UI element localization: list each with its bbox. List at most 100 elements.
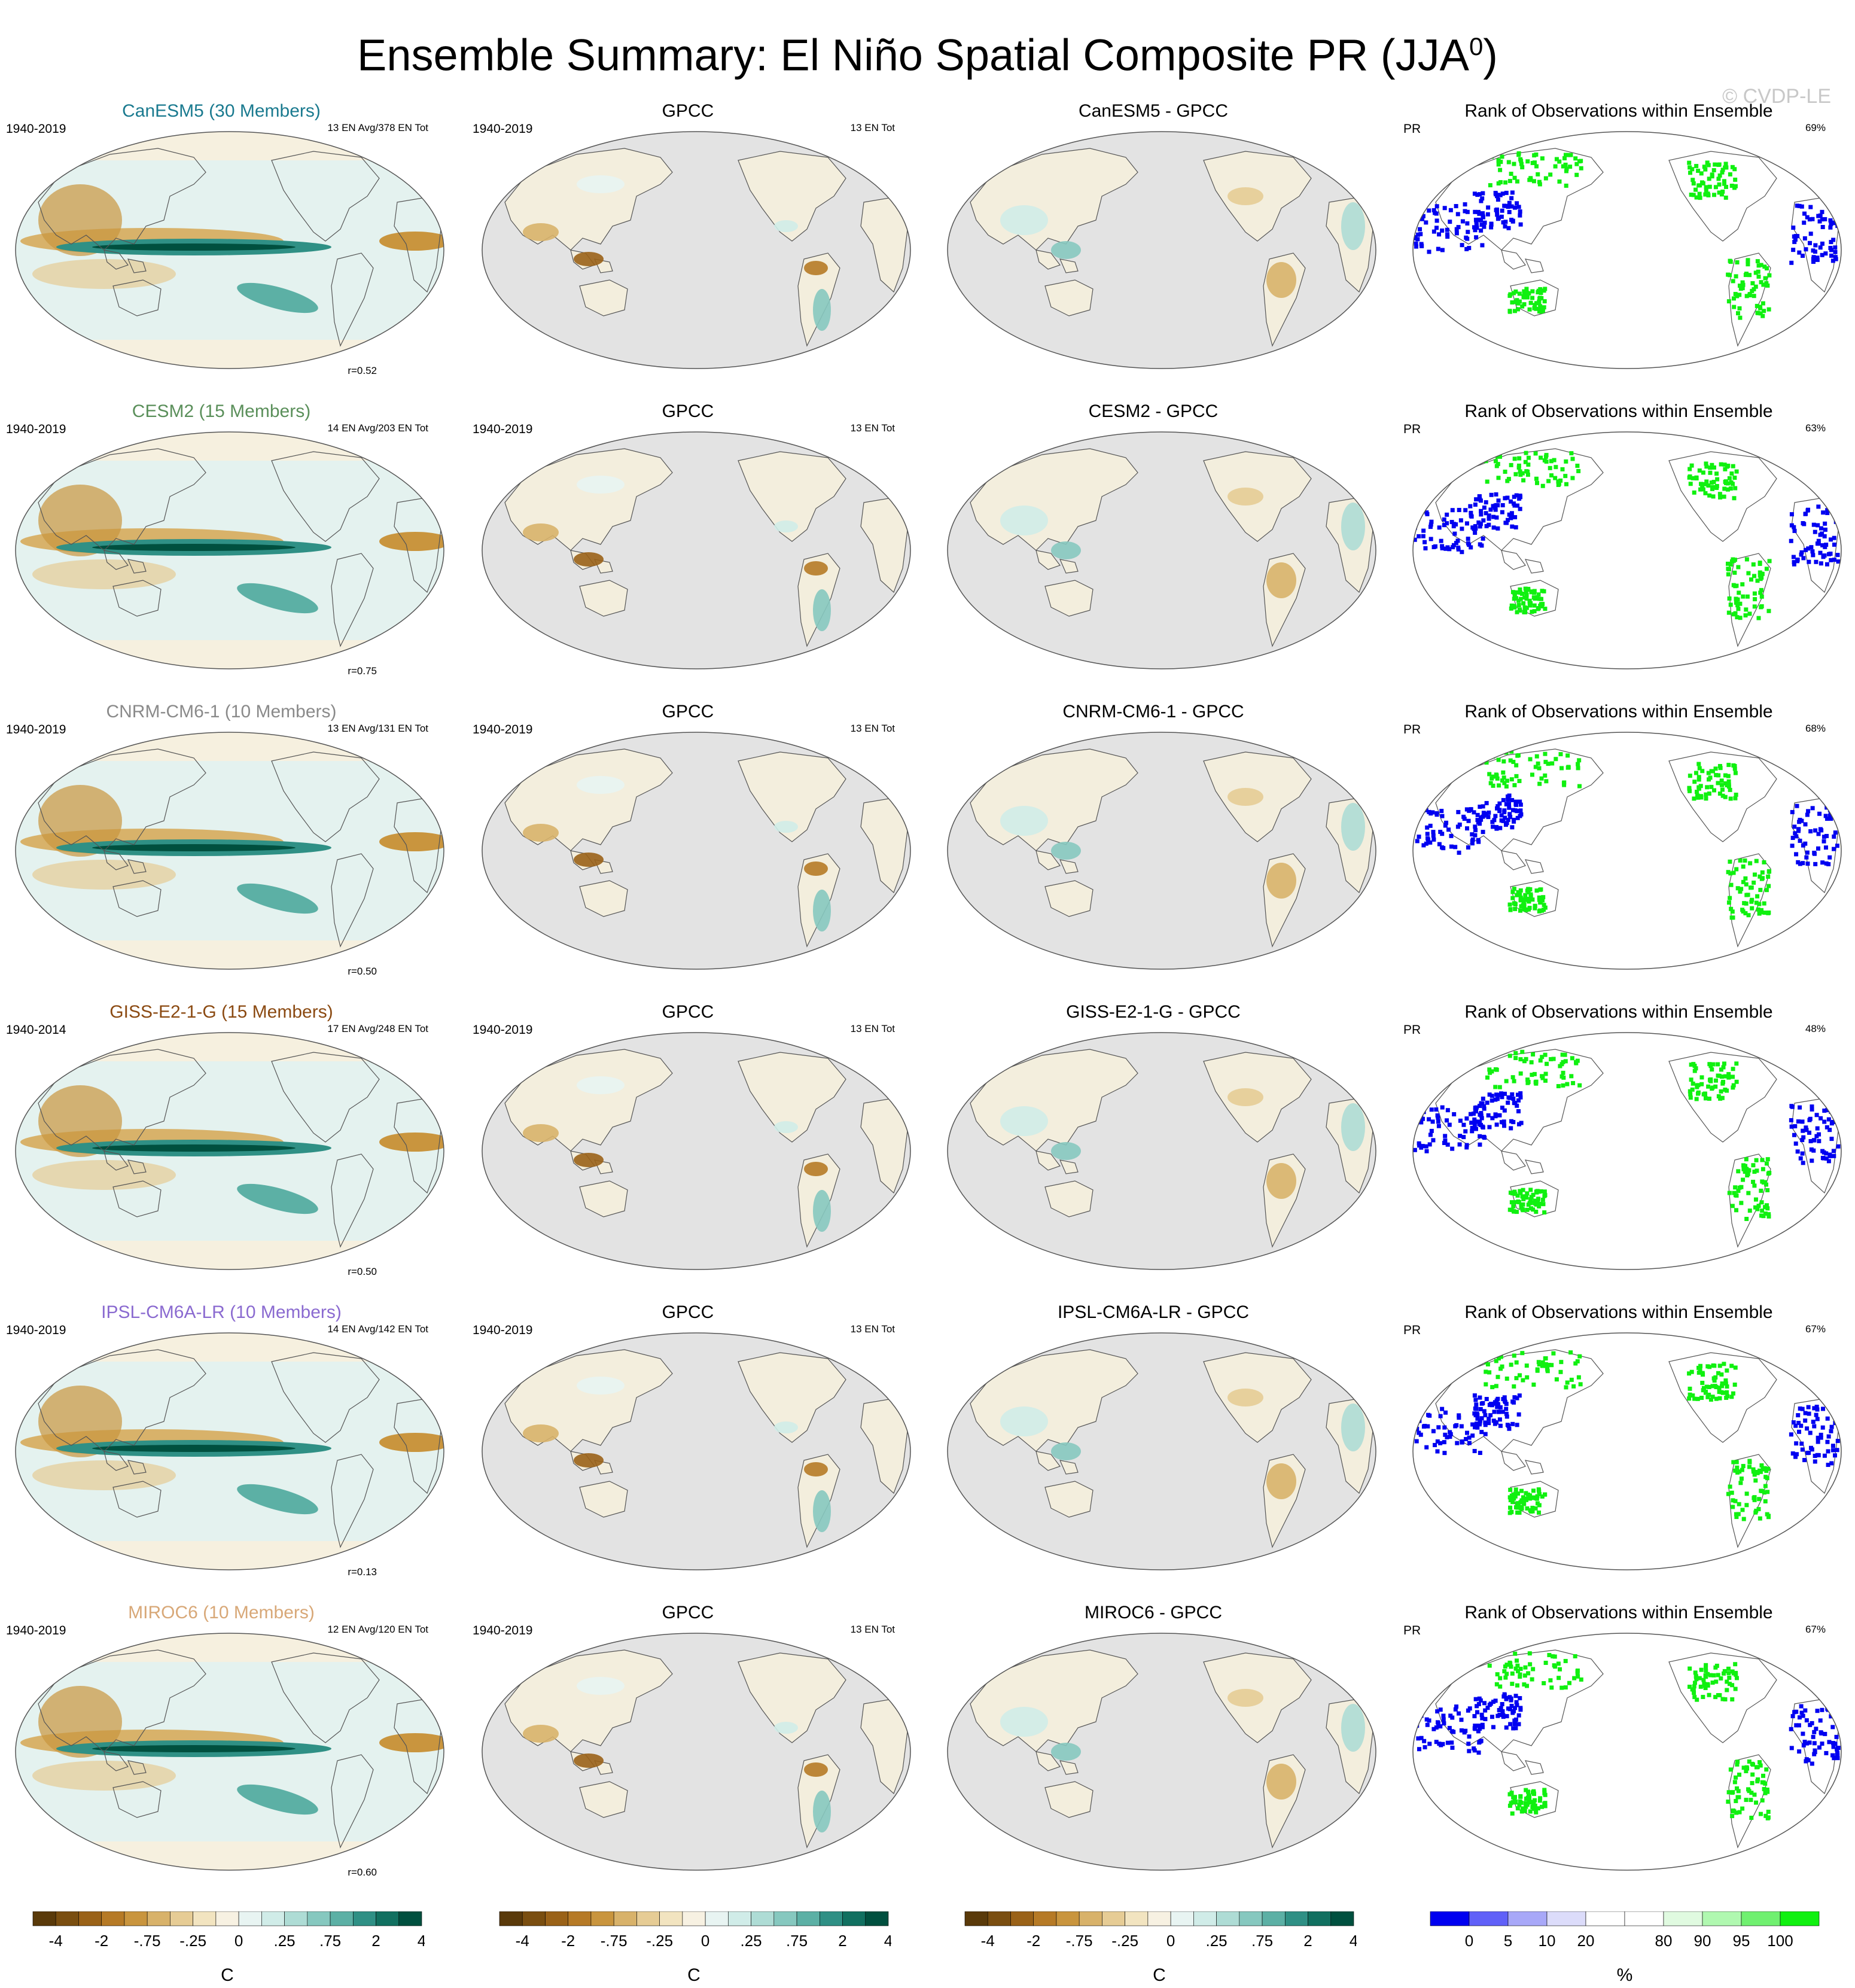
coastline-se_asia	[103, 550, 147, 574]
model-map	[15, 732, 444, 970]
colorbar-tick-label: 0	[1166, 1932, 1175, 1950]
map-border	[1412, 1332, 1842, 1570]
diff-panel-title: CNRM-CM6-1 - GPCC	[1062, 702, 1244, 721]
map-border	[1412, 732, 1842, 970]
rank-panel-title: Rank of Observations within Ensemble	[1464, 1002, 1773, 1022]
coastline-australia	[112, 1781, 162, 1818]
model-panel-right-label: 14 EN Avg/142 EN Tot	[327, 1323, 428, 1335]
coastline-greenland	[378, 1046, 410, 1068]
colorbar-swatch	[842, 1911, 866, 1926]
coastline-eurasia	[38, 1649, 206, 1752]
rank-map	[1412, 1633, 1842, 1871]
colorbar-swatch	[352, 1911, 376, 1926]
coastline-s_america	[331, 853, 374, 948]
colorbar-unit-label: C	[1153, 1965, 1166, 1985]
map-border	[15, 431, 444, 669]
map-border	[482, 1032, 911, 1270]
coastline-greenland	[1775, 1046, 1807, 1068]
obs-map	[482, 431, 911, 669]
copyright-watermark: © CVDP-LE	[1722, 85, 1831, 108]
obs-panel: GPCC 1940-2019 13 EN Tot	[473, 101, 911, 382]
colorbar-swatch	[705, 1911, 729, 1926]
colorbar-tick-label: 2	[838, 1932, 846, 1950]
coastline-australia	[579, 1781, 628, 1818]
rank-panel-title: Rank of Observations within Ensemble	[1464, 702, 1773, 721]
model-panel-left-label: 1940-2019	[6, 723, 66, 736]
model-panel-left-label: 1940-2014	[6, 1023, 66, 1037]
colorbar-tick-label: -4	[49, 1932, 63, 1950]
model-panel-right-label: 14 EN Avg/203 EN Tot	[327, 422, 428, 434]
obs-panel: GPCC 1940-2019 13 EN Tot	[473, 1602, 911, 1883]
coastline-se_asia	[1035, 550, 1079, 574]
coastline-eurasia	[38, 1349, 206, 1452]
rank-panel-title: Rank of Observations within Ensemble	[1464, 1603, 1773, 1622]
colorbar-swatch	[964, 1911, 988, 1926]
obs-panel-title: GPCC	[662, 401, 714, 421]
colorbar-swatch	[819, 1911, 843, 1926]
colorbar-unit-label: %	[1616, 1965, 1633, 1985]
coastline-eurasia	[38, 148, 206, 251]
coastline-greenland	[378, 1646, 410, 1669]
colorbar-tick-label: 2	[371, 1932, 380, 1950]
coastline-se_asia	[1501, 550, 1544, 574]
obs-panel: GPCC 1940-2019 13 EN Tot	[473, 701, 911, 982]
colorbar-swatch	[1780, 1911, 1820, 1926]
colorbar-swatch	[1308, 1911, 1332, 1926]
coastline-greenland	[845, 1346, 876, 1368]
diff-panel: CanESM5 - GPCC	[938, 101, 1376, 382]
rank-panel-right-label: 48%	[1805, 1023, 1826, 1034]
colorbar-swatch	[1507, 1911, 1548, 1926]
model-panel-left-label: 1940-2019	[6, 1323, 66, 1337]
diff-panel: IPSL-CM6A-LR - GPCC	[938, 1302, 1376, 1583]
colorbar-swatch	[330, 1911, 354, 1926]
colorbar-swatch	[1102, 1911, 1125, 1926]
rank-panel: Rank of Observations within Ensemble PR 48…	[1403, 1001, 1842, 1283]
coastline-se_asia	[1035, 850, 1079, 874]
colorbar-swatch	[101, 1911, 125, 1926]
coastline-n_america	[271, 151, 380, 242]
model-panel-left-label: 1940-2019	[6, 122, 66, 136]
obs-panel-title: GPCC	[662, 101, 714, 121]
colorbar-swatch	[1330, 1911, 1354, 1926]
coastline-s_america	[331, 252, 374, 347]
coastline-australia	[112, 1481, 162, 1518]
coastline-se_asia	[1501, 1150, 1544, 1174]
obs-panel: GPCC 1940-2019 13 EN Tot	[473, 1302, 911, 1583]
coastline-australia	[112, 580, 162, 617]
map-border	[15, 1633, 444, 1871]
diff-panel-title: IPSL-CM6A-LR - GPCC	[1057, 1302, 1250, 1322]
rank-panel: Rank of Observations within Ensemble PR 69…	[1403, 101, 1842, 382]
coastline-australia	[1044, 1481, 1093, 1518]
map-border	[482, 1633, 911, 1871]
colorbar-tick-label: 10	[1539, 1932, 1556, 1950]
coastline-n_america	[1668, 1352, 1777, 1443]
rank-panel-left-label: PR	[1403, 122, 1421, 136]
colorbar-swatch	[284, 1911, 308, 1926]
rank-panel-right-label: 63%	[1805, 422, 1826, 434]
colorbar-tick-label: .25	[274, 1932, 296, 1950]
colorbar-tick-label: -4	[516, 1932, 529, 1950]
coastline-greenland	[845, 1646, 876, 1669]
obs-panel-left-label: 1940-2019	[473, 723, 533, 736]
colorbar-swatches: -4 -2 -.75 -.25 0 .25 .75 2 4	[32, 1911, 426, 1950]
model-panel: MIROC6 (10 Members) 1940-2019 12 EN Avg/12…	[6, 1602, 444, 1883]
colorbar-swatch	[1056, 1911, 1080, 1926]
rank-panel: Rank of Observations within Ensemble PR 63…	[1403, 401, 1842, 682]
coastline-eurasia	[38, 748, 206, 851]
colorbar-tick-label: 90	[1694, 1932, 1711, 1950]
colorbar-swatch	[1585, 1911, 1625, 1926]
colorbar-swatch	[1125, 1911, 1149, 1926]
coastline-australia	[112, 880, 162, 917]
colorbar: 0 5 10 20 80 90 95 100%	[1427, 1911, 1822, 1986]
colorbar-tick-label: .25	[1206, 1932, 1227, 1950]
colorbar-swatch	[1010, 1911, 1034, 1926]
colorbar: -4 -2 -.75 -.25 0 .25 .75 2 4 C	[30, 1911, 426, 1986]
model-panel-title: GISS-E2-1-G (15 Members)	[109, 1002, 333, 1022]
coastline-greenland	[1310, 1046, 1342, 1068]
coastline-australia	[1044, 279, 1093, 316]
model-panel-left-label: 1940-2019	[6, 422, 66, 436]
rank-panel: Rank of Observations within Ensemble PR 67…	[1403, 1602, 1842, 1883]
map-border	[947, 131, 1376, 369]
colorbar-tick-label: 80	[1655, 1932, 1673, 1950]
colorbar-swatch	[215, 1911, 239, 1926]
